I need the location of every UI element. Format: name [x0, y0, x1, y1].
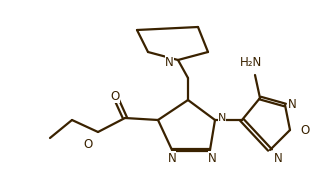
Text: O: O	[301, 124, 310, 136]
Text: N: N	[208, 152, 216, 164]
Text: N: N	[165, 56, 174, 69]
Text: N: N	[218, 113, 226, 123]
Text: H₂N: H₂N	[240, 56, 262, 69]
Text: N: N	[167, 152, 176, 164]
Text: N: N	[274, 152, 283, 164]
Text: N: N	[288, 98, 296, 112]
Text: O: O	[110, 90, 120, 102]
Text: O: O	[83, 139, 93, 152]
